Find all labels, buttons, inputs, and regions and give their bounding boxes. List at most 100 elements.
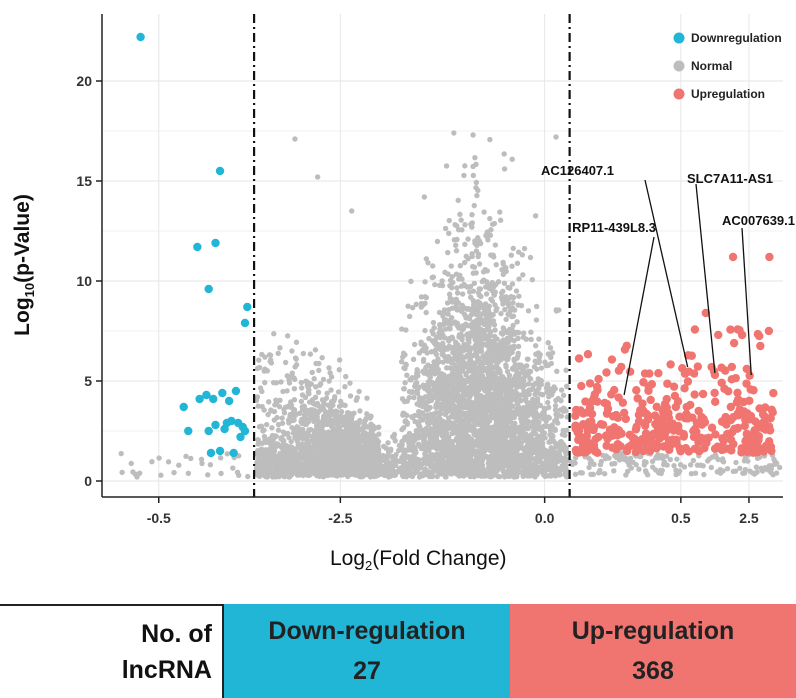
normal-point bbox=[501, 431, 508, 438]
normal-point bbox=[481, 209, 487, 215]
normal-point bbox=[484, 268, 490, 274]
normal-point bbox=[531, 398, 538, 404]
normal-point bbox=[503, 362, 509, 368]
normal-point bbox=[273, 397, 279, 403]
normal-point bbox=[280, 388, 286, 395]
normal-point bbox=[289, 348, 295, 354]
normal-point bbox=[293, 339, 300, 345]
normal-point bbox=[482, 311, 489, 318]
normal-point bbox=[536, 336, 542, 342]
normal-point bbox=[468, 374, 475, 380]
normal-point bbox=[507, 385, 514, 392]
normal-point bbox=[355, 428, 361, 434]
normal-point bbox=[533, 439, 540, 445]
normal-point bbox=[542, 359, 548, 365]
normal-point bbox=[503, 294, 509, 300]
normal-point bbox=[498, 387, 504, 394]
normal-point bbox=[475, 251, 482, 257]
normal-point bbox=[284, 333, 291, 339]
normal-point bbox=[420, 382, 426, 388]
normal-point bbox=[333, 413, 340, 419]
normal-point bbox=[312, 408, 318, 414]
normal-point bbox=[255, 441, 261, 447]
normal-point bbox=[424, 419, 431, 425]
normal-point bbox=[368, 421, 374, 427]
normal-point bbox=[353, 397, 359, 403]
normal-point bbox=[440, 377, 447, 383]
normal-point bbox=[473, 311, 479, 318]
normal-point bbox=[474, 304, 481, 310]
normal-point bbox=[381, 443, 387, 450]
normal-point bbox=[564, 383, 570, 390]
normal-point bbox=[503, 416, 509, 422]
normal-point bbox=[447, 277, 454, 283]
normal-point bbox=[468, 221, 475, 227]
normal-point bbox=[524, 363, 530, 369]
normal-point bbox=[553, 411, 559, 418]
normal-point bbox=[398, 359, 405, 365]
normal-point bbox=[445, 311, 451, 317]
normal-point bbox=[467, 283, 474, 290]
normal-point bbox=[491, 443, 498, 449]
normal-point bbox=[516, 293, 522, 299]
normal-point bbox=[431, 388, 438, 394]
normal-point bbox=[422, 327, 428, 334]
normal-point bbox=[529, 404, 535, 410]
normal-point bbox=[467, 352, 473, 359]
normal-point bbox=[410, 356, 417, 363]
normal-point bbox=[493, 425, 499, 431]
normal-point bbox=[484, 234, 491, 241]
normal-point bbox=[319, 439, 325, 445]
normal-point bbox=[468, 438, 474, 445]
normal-point bbox=[511, 345, 517, 352]
normal-point bbox=[356, 388, 362, 395]
normal-point bbox=[554, 368, 560, 375]
normal-point bbox=[290, 430, 297, 436]
normal-point bbox=[416, 384, 422, 390]
normal-point bbox=[315, 389, 322, 396]
normal-point bbox=[269, 425, 275, 431]
normal-point bbox=[445, 249, 451, 256]
normal-point bbox=[266, 399, 272, 405]
normal-point bbox=[468, 448, 474, 454]
normal-point bbox=[544, 382, 551, 388]
normal-point bbox=[493, 353, 500, 360]
normal-point bbox=[494, 436, 500, 442]
normal-point bbox=[281, 410, 288, 416]
normal-point bbox=[448, 391, 455, 397]
normal-point bbox=[268, 360, 275, 366]
normal-point bbox=[532, 422, 539, 428]
normal-point bbox=[346, 419, 352, 425]
normal-point bbox=[300, 416, 307, 423]
normal-point bbox=[458, 217, 464, 223]
normal-point bbox=[360, 427, 366, 433]
normal-point bbox=[314, 414, 320, 420]
normal-point bbox=[465, 322, 471, 329]
normal-point bbox=[371, 426, 377, 432]
normal-point bbox=[413, 380, 419, 387]
normal-point bbox=[514, 393, 521, 399]
normal-point bbox=[440, 347, 446, 353]
normal-point bbox=[553, 416, 560, 422]
normal-point bbox=[404, 372, 410, 378]
normal-point bbox=[466, 339, 472, 346]
normal-point bbox=[545, 399, 551, 406]
normal-point bbox=[310, 400, 317, 406]
normal-point bbox=[411, 341, 418, 348]
normal-point bbox=[325, 402, 331, 408]
normal-point bbox=[268, 407, 274, 413]
normal-point bbox=[524, 425, 530, 431]
normal-point bbox=[254, 394, 261, 400]
normal-point bbox=[436, 309, 443, 316]
normal-point bbox=[527, 368, 534, 375]
normal-point bbox=[306, 427, 313, 434]
normal-point bbox=[405, 303, 411, 309]
normal-point bbox=[495, 393, 502, 400]
normal-point bbox=[474, 387, 481, 393]
normal-point bbox=[488, 426, 494, 432]
normal-point bbox=[302, 421, 308, 427]
normal-point bbox=[448, 263, 454, 269]
normal-point bbox=[444, 300, 451, 306]
normal-point bbox=[485, 416, 491, 423]
normal-point bbox=[324, 390, 330, 396]
